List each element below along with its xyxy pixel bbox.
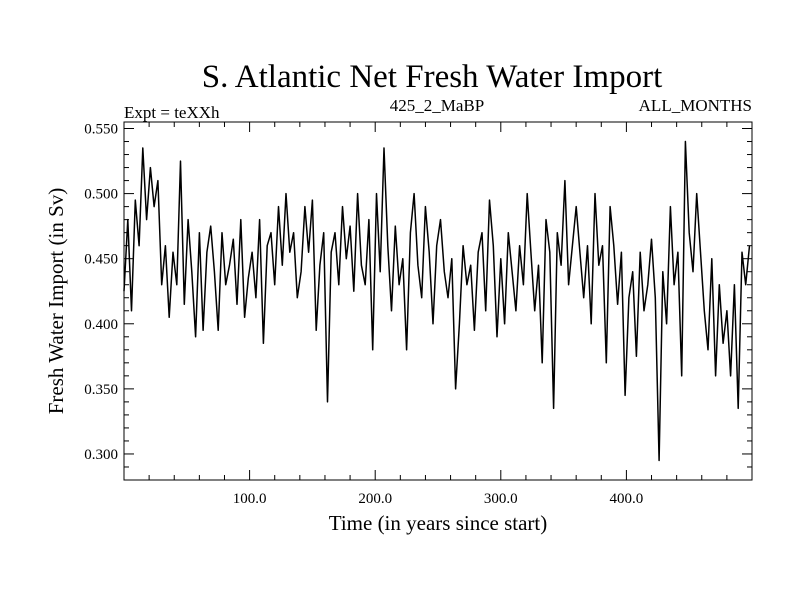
experiment-label: Expt = teXXh: [124, 103, 220, 122]
x-axis: 100.0 200.0 300.0 400.0: [148, 122, 728, 507]
x-axis-label: Time (in years since start): [329, 511, 548, 535]
series-line: [123, 140, 751, 462]
months-label: ALL_MONTHS: [639, 96, 752, 115]
x-tick-label: 400.0: [610, 491, 644, 507]
run-label: 425_2_MaBP: [390, 96, 484, 115]
plot-frame: [123, 121, 753, 481]
x-tick-label: 100.0: [233, 491, 267, 507]
x-tick-label: 300.0: [484, 491, 518, 507]
y-axis-label: Fresh Water Import (in Sv): [44, 188, 68, 415]
y-tick-label: 0.450: [84, 252, 118, 268]
chart-title: S. Atlantic Net Fresh Water Import: [202, 59, 663, 95]
y-tick-label: 0.500: [84, 187, 118, 203]
y-tick-label: 0.350: [84, 382, 118, 398]
y-tick-label: 0.400: [84, 317, 118, 333]
y-tick-label: 0.550: [84, 122, 118, 138]
x-tick-label: 200.0: [358, 491, 392, 507]
y-tick-label: 0.300: [84, 447, 118, 463]
y-axis: 0.300 0.350 0.400 0.450 0.500 0.550: [84, 122, 752, 468]
series-group: [123, 140, 751, 462]
